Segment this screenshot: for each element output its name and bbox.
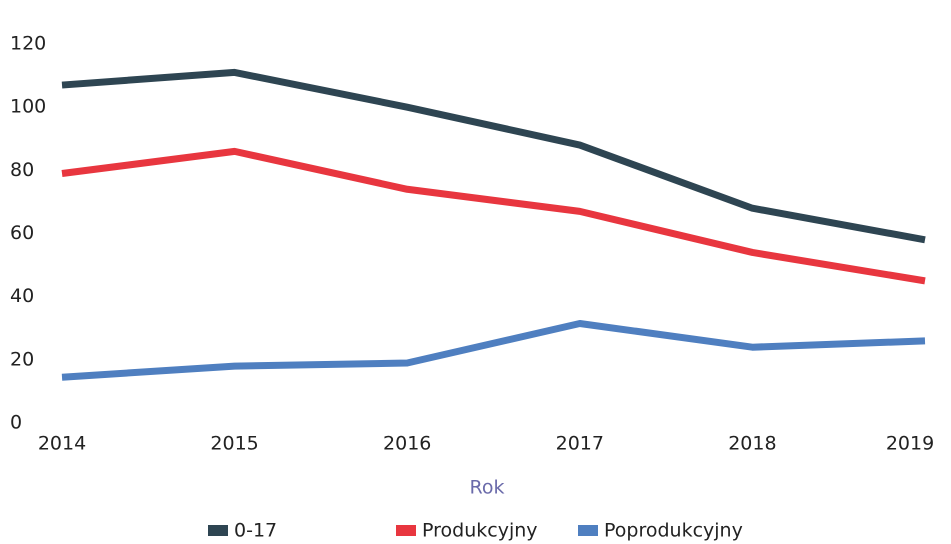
x-axis-label: Rok [470, 477, 505, 499]
legend-label: Poprodukcyjny [604, 520, 743, 542]
x-tick-label: 2015 [210, 433, 258, 455]
series-line [61, 320, 926, 381]
x-tick-label: 2019 [886, 433, 934, 455]
y-tick-label: 120 [10, 33, 46, 55]
legend-swatch [208, 525, 228, 536]
y-tick-label: 80 [10, 159, 34, 181]
legend-swatch [396, 525, 416, 536]
y-tick-label: 40 [10, 285, 34, 307]
legend-label: Produkcyjny [422, 520, 538, 542]
series-line [61, 68, 926, 244]
series-line [61, 147, 926, 285]
x-tick-label: 2016 [383, 433, 431, 455]
legend-swatch [578, 525, 598, 536]
y-tick-label: 100 [10, 96, 46, 118]
y-tick-label: 0 [10, 412, 22, 434]
legend-label: 0-17 [234, 520, 277, 542]
x-tick-label: 2018 [728, 433, 776, 455]
y-tick-label: 20 [10, 348, 34, 370]
x-tick-label: 2017 [556, 433, 604, 455]
y-tick-label: 60 [10, 222, 34, 244]
x-tick-label: 2014 [38, 433, 86, 455]
